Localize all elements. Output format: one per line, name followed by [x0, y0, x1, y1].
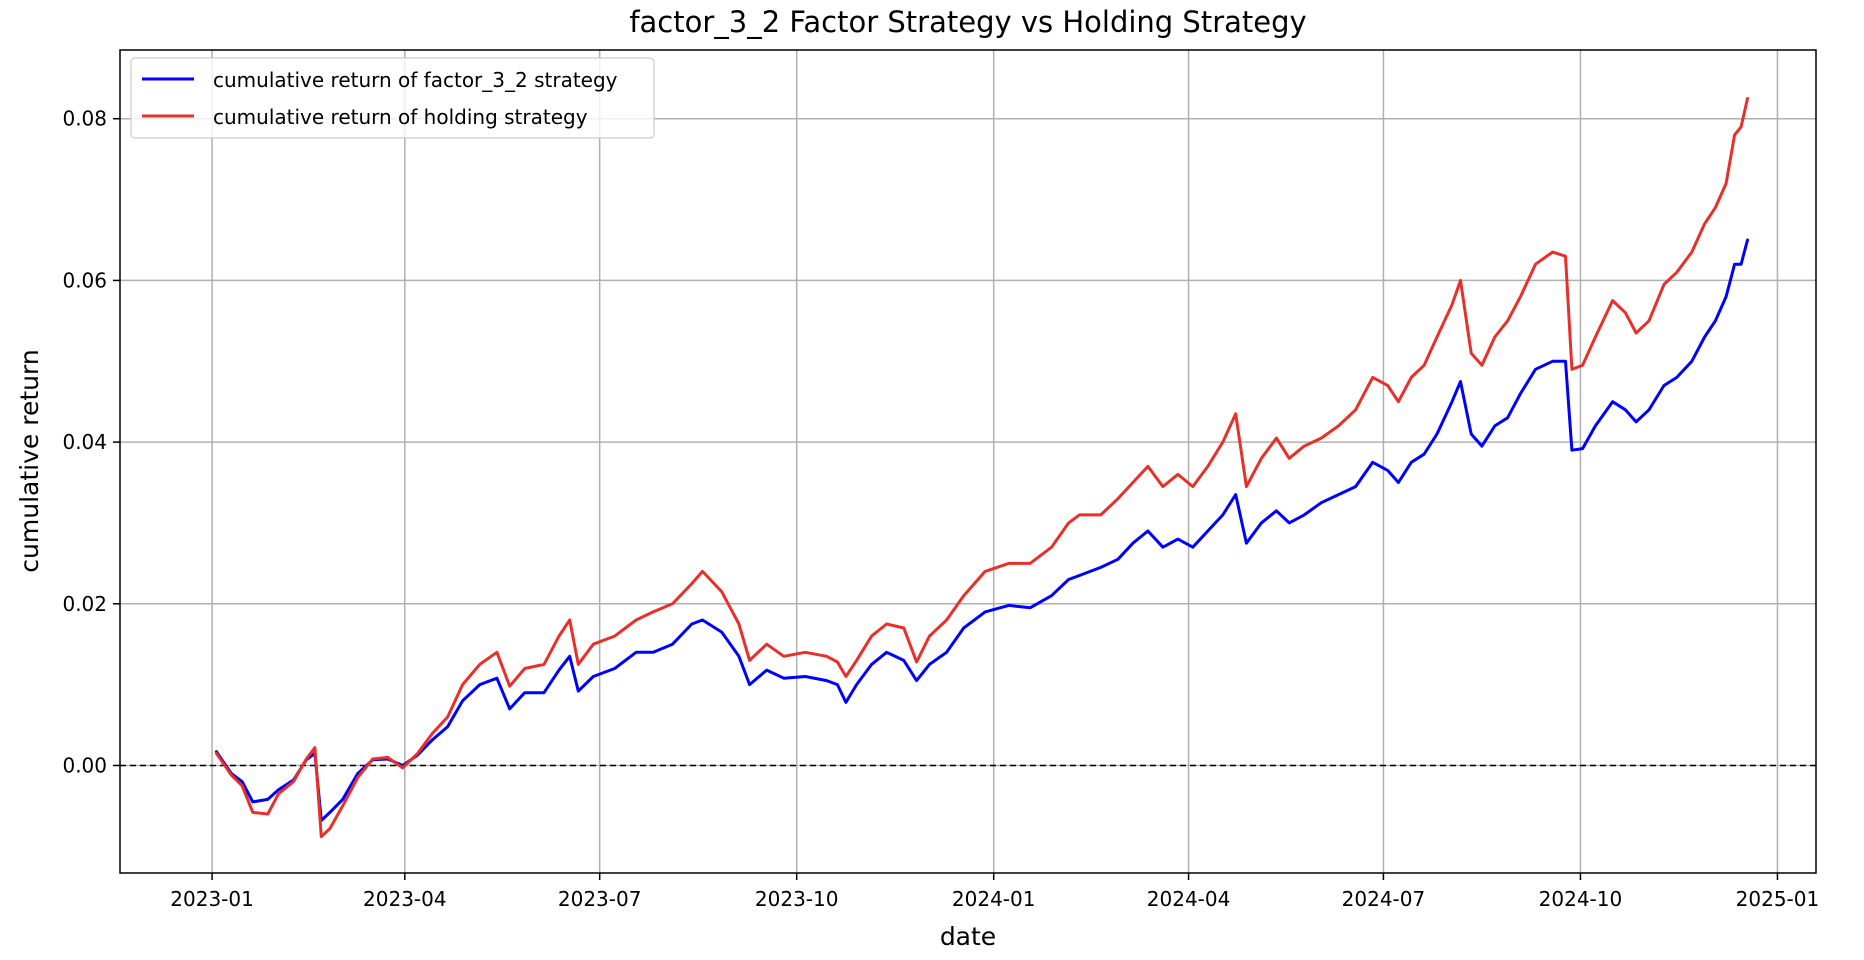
x-tick-label: 2025-01 [1736, 887, 1820, 911]
series-line-holding-strategy [214, 97, 1749, 839]
x-tick-label: 2024-07 [1342, 887, 1426, 911]
x-tick-label: 2024-04 [1147, 887, 1231, 911]
legend-label-holding-strategy: cumulative return of holding strategy [213, 105, 588, 129]
x-axis-ticks: 2023-01 2023-04 2023-07 2023-10 2024-01 2024-… [170, 873, 1819, 911]
y-tick-label: 0.08 [62, 107, 107, 131]
y-tick-label: 0.02 [62, 592, 107, 616]
chart-title: factor_3_2 Factor Strategy vs Holding St… [629, 5, 1306, 39]
y-axis-ticks: 0.00 0.02 0.04 0.06 0.08 [62, 107, 120, 777]
series-line-factor-strategy [214, 238, 1749, 822]
series-group [214, 97, 1749, 839]
y-tick-label: 0.06 [62, 268, 107, 292]
plot-frame [119, 49, 1817, 874]
y-tick-label: 0.04 [62, 430, 107, 454]
legend-box [130, 57, 655, 139]
plot-area [120, 50, 1816, 873]
x-tick-label: 2024-01 [952, 887, 1036, 911]
x-tick-label: 2023-10 [755, 887, 839, 911]
x-tick-label: 2023-07 [558, 887, 642, 911]
y-tick-label: 0.00 [62, 753, 107, 777]
legend: cumulative return of factor_3_2 strategy… [130, 57, 655, 139]
x-tick-label: 2023-01 [170, 887, 254, 911]
x-tick-label: 2024-10 [1539, 887, 1623, 911]
y-axis-label: cumulative return [15, 349, 44, 572]
x-tick-label: 2023-04 [363, 887, 447, 911]
legend-label-factor-strategy: cumulative return of factor_3_2 strategy [213, 68, 618, 92]
x-axis-label: date [940, 922, 996, 951]
